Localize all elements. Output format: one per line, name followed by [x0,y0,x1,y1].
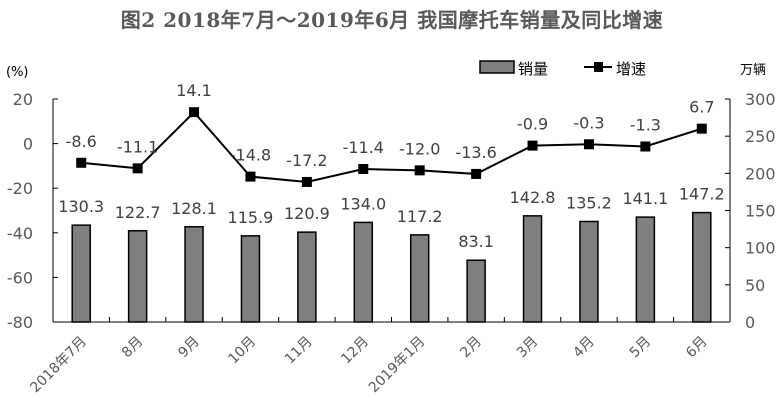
growth-value-label: 14.1 [176,81,212,100]
left-tick-label: -60 [7,268,33,287]
category-label: 2018年7月 [27,334,90,397]
category-label: 10月 [225,334,259,368]
growth-marker [301,176,312,187]
left-tick-label: 20 [13,90,33,109]
sales-value-label: 122.7 [115,203,161,222]
left-tick-label: 0 [23,135,33,154]
right-tick-label: 200 [745,164,776,183]
growth-marker [583,139,594,150]
growth-marker [245,171,256,182]
legend-marker-swatch [594,62,603,72]
sales-bar [522,215,543,323]
category-label: 12月 [338,334,372,368]
growth-value-label: -1.3 [630,115,661,134]
growth-value-label: -11.4 [343,138,384,157]
growth-marker [414,165,425,176]
sales-bar [466,259,486,323]
growth-value-label: 6.7 [689,98,714,117]
right-axis-unit: 万辆 [740,63,766,78]
sales-bar [353,221,374,323]
legend-sales-label: 销量 [518,60,548,78]
right-tick-label: 100 [745,239,776,258]
left-tick-label: -40 [7,224,33,243]
sales-bar [240,235,261,323]
growth-marker [640,141,651,152]
category-label: 3月 [514,334,542,362]
sales-bar [297,231,317,323]
growth-value-label: -8.6 [66,132,97,151]
category-label: 2月 [457,334,485,362]
sales-value-label: 135.2 [566,194,612,213]
sales-value-label: 130.3 [58,197,104,216]
growth-marker [132,163,143,174]
sales-bar [409,234,430,323]
legend-bar-swatch [479,60,515,74]
sales-bar [635,216,656,323]
right-tick-label: 250 [745,127,776,146]
sales-value-label: 83.1 [458,232,494,251]
category-label: 6月 [683,334,711,362]
growth-marker [189,107,200,118]
legend-growth-label: 增速 [616,60,646,78]
left-axis-unit: (%) [6,65,29,80]
right-tick-label: 0 [745,313,755,332]
growth-marker [358,164,369,175]
growth-marker [527,140,538,151]
category-label: 4月 [570,334,598,362]
category-label: 11月 [282,334,316,368]
sales-value-label: 115.9 [228,208,274,227]
growth-line [81,110,703,183]
growth-value-label: -0.9 [517,115,548,134]
chart-title: 图2 2018年7月～2019年6月 我国摩托车销量及同比增速 [120,8,664,32]
growth-value-label: -0.3 [573,113,604,132]
category-label: 5月 [627,334,655,362]
sales-bar [184,226,204,323]
growth-value-label: -17.2 [286,151,327,170]
growth-marker [696,123,707,134]
sales-value-label: 141.1 [622,189,668,208]
growth-value-label: -12.0 [399,139,440,158]
sales-bar [127,230,148,323]
growth-marker [471,168,482,179]
growth-value-label: -13.6 [455,143,496,162]
right-tick-label: 150 [745,202,776,221]
sales-value-label: 120.9 [284,204,330,223]
sales-bar [71,224,91,323]
sales-bar [579,220,599,323]
right-tick-label: 300 [745,90,776,109]
sales-value-label: 134.0 [340,194,386,213]
sales-value-label: 128.1 [171,199,217,218]
left-tick-label: -20 [7,179,33,198]
growth-value-label: -11.1 [117,137,158,156]
category-label: 8月 [119,334,147,362]
sales-bar [692,211,712,323]
sales-value-label: 142.8 [510,188,556,207]
category-label: 2019年1月 [366,334,429,397]
sales-value-label: 117.2 [397,207,443,226]
left-tick-label: -80 [7,313,33,332]
growth-value-label: -14.8 [230,146,271,165]
sales-value-label: 147.2 [679,185,725,204]
right-tick-label: 50 [745,276,765,295]
category-label: 9月 [175,334,203,362]
growth-marker [76,157,87,168]
